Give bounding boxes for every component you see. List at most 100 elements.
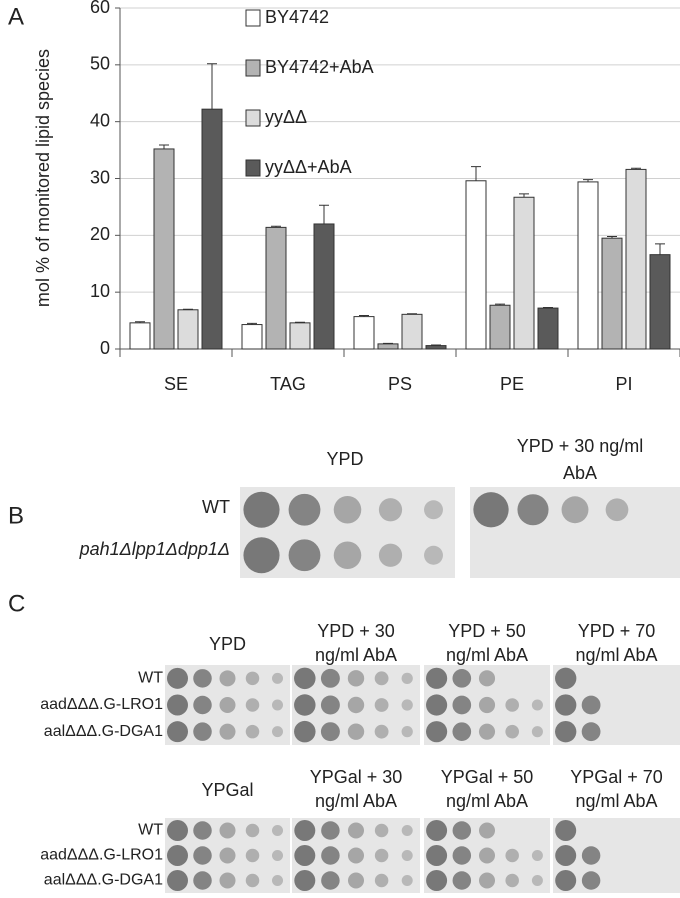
- bar: [129, 322, 151, 350]
- bar: [265, 226, 287, 350]
- colony-spot: [426, 845, 448, 866]
- error-bar: [383, 342, 393, 344]
- error-bar: [631, 167, 641, 170]
- colony-spot: [193, 695, 212, 715]
- colony-spot: [219, 697, 236, 713]
- colony-spot: [555, 667, 577, 690]
- condition-label: YPD + 50: [448, 621, 526, 641]
- colony-spot: [452, 695, 472, 715]
- error-bar: [407, 313, 417, 315]
- colony-spot: [424, 500, 443, 520]
- colony-spot: [219, 847, 236, 864]
- error-bar: [495, 303, 505, 306]
- colony-spot: [452, 669, 472, 688]
- colony-spot: [374, 873, 389, 888]
- bar: [353, 316, 375, 350]
- colony-spot: [288, 539, 321, 572]
- colony-spot: [333, 495, 362, 524]
- colony-spot: [581, 846, 601, 865]
- panel-label: C: [8, 590, 25, 617]
- colony-spot: [193, 722, 212, 741]
- strain-label: WT: [138, 670, 163, 687]
- y-tick-label: 0: [100, 338, 110, 358]
- error-bar: [183, 308, 193, 310]
- colony-spot: [581, 871, 601, 890]
- legend-swatch: [245, 59, 261, 77]
- colony-spot: [473, 492, 509, 528]
- colony-spot: [505, 848, 519, 863]
- colony-spot: [193, 846, 212, 865]
- bar: [465, 180, 487, 350]
- colony-spot: [219, 670, 236, 687]
- condition-label: ng/ml AbA: [575, 791, 657, 811]
- colony-spot: [401, 726, 413, 738]
- condition-label: YPGal + 30: [310, 767, 403, 787]
- colony-spot: [245, 848, 260, 863]
- bar: [289, 322, 311, 350]
- bar: [489, 304, 511, 350]
- error-bar: [607, 235, 617, 239]
- bar: [177, 309, 199, 350]
- colony-spot: [581, 722, 601, 742]
- x-tick-label: PE: [500, 374, 524, 394]
- colony-spot: [605, 498, 629, 522]
- colony-spot: [167, 820, 188, 841]
- colony-spot: [479, 847, 495, 864]
- bar: [153, 148, 175, 350]
- bar: [649, 254, 671, 350]
- colony-spot: [348, 822, 364, 839]
- colony-spot: [555, 845, 577, 866]
- x-tick-label: SE: [164, 374, 188, 394]
- x-tick-label: PI: [615, 374, 632, 394]
- colony-spot: [167, 845, 188, 866]
- colony-spot: [531, 726, 543, 738]
- colony-spot: [219, 723, 236, 740]
- colony-spot: [478, 696, 496, 714]
- colony-spot: [555, 694, 577, 716]
- colony-spot: [426, 694, 448, 716]
- bar: [577, 181, 599, 350]
- legend-label: yyΔΔ+AbA: [265, 157, 352, 177]
- condition-label: YPGal: [201, 780, 253, 800]
- colony-spot: [219, 822, 236, 839]
- colony-spot: [272, 825, 283, 836]
- colony-spot: [555, 870, 577, 891]
- x-tick-label: PS: [388, 374, 412, 394]
- x-tick-label: TAG: [270, 374, 306, 394]
- colony-spot: [347, 670, 365, 687]
- colony-spot: [245, 671, 260, 686]
- y-tick-label: 50: [90, 54, 110, 74]
- colony-spot: [333, 541, 362, 570]
- colony-spot: [531, 875, 543, 886]
- error-bar: [207, 63, 217, 110]
- colony-spot: [272, 672, 283, 684]
- error-bar: [583, 179, 593, 182]
- error-bar: [543, 307, 553, 309]
- colony-spot: [505, 698, 520, 712]
- bar: [313, 223, 335, 350]
- strain-label: pah1Δlpp1Δdpp1Δ: [79, 539, 230, 559]
- colony-spot: [320, 695, 340, 715]
- colony-spot: [561, 496, 589, 524]
- colony-spot: [378, 543, 403, 567]
- colony-spot: [479, 822, 495, 839]
- colony-spot: [401, 699, 413, 711]
- bar: [601, 237, 623, 350]
- y-tick-label: 60: [90, 0, 110, 17]
- error-bar: [471, 166, 481, 181]
- condition-label: YPD + 30: [317, 621, 395, 641]
- legend-swatch: [245, 109, 261, 127]
- colony-spot: [167, 721, 188, 743]
- condition-label: ng/ml AbA: [315, 791, 397, 811]
- colony-spot: [401, 850, 413, 861]
- error-bar: [519, 193, 529, 198]
- colony-spot: [167, 667, 188, 689]
- colony-spot: [321, 821, 340, 840]
- panel-label: B: [8, 502, 24, 529]
- colony-spot: [531, 699, 543, 711]
- colony-spot: [193, 871, 212, 890]
- colony-spot: [555, 720, 577, 743]
- bar: [201, 108, 223, 350]
- colony-spot: [245, 873, 260, 888]
